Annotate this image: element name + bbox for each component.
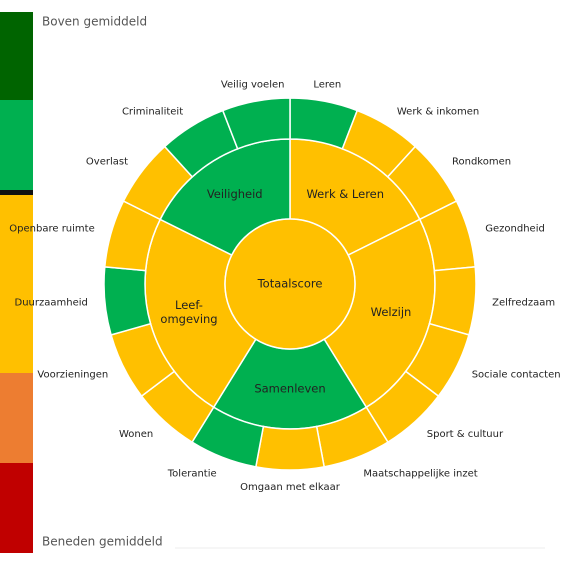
item-segment	[254, 425, 326, 471]
item-label: Tolerantie	[167, 468, 217, 479]
item-label: Leren	[313, 79, 341, 90]
item-segment	[103, 266, 152, 336]
item-label: Werk & inkomen	[397, 106, 479, 117]
group-label: Leef-	[175, 298, 203, 312]
item-label: Wonen	[119, 429, 153, 440]
legend-bottom: Beneden gemiddeld	[42, 535, 163, 549]
group-label: Samenleven	[254, 382, 325, 396]
item-label: Zelfredzaam	[492, 298, 555, 309]
center-circle	[224, 218, 356, 350]
item-label: Criminaliteit	[122, 106, 183, 117]
item-label: Gezondheid	[485, 223, 545, 234]
item-label: Duurzaamheid	[15, 298, 88, 309]
group-label: omgeving	[160, 312, 217, 326]
item-segment	[428, 266, 477, 336]
center-label: Totaalscore	[257, 277, 323, 291]
legend-swatch	[0, 12, 33, 100]
item-label: Veilig voelen	[221, 79, 285, 90]
item-segment	[221, 97, 291, 150]
legend-swatch	[0, 195, 33, 283]
item-label: Overlast	[86, 157, 128, 168]
item-label: Rondkomen	[452, 157, 511, 168]
group-label: Welzijn	[371, 305, 412, 319]
group-label: Werk & Leren	[306, 187, 384, 201]
legend-swatch	[0, 373, 33, 463]
item-label: Openbare ruimte	[9, 223, 94, 234]
item-label: Maatschappelijke inzet	[363, 468, 477, 479]
legend-swatch	[0, 463, 33, 553]
item-label: Sociale contacten	[472, 369, 561, 380]
legend-swatch	[0, 100, 33, 190]
item-label: Omgaan met elkaar	[240, 482, 341, 493]
item-label: Voorzieningen	[37, 369, 108, 380]
group-label: Veiligheid	[207, 187, 263, 201]
item-label: Sport & cultuur	[427, 429, 504, 440]
legend-top: Boven gemiddeld	[42, 15, 147, 29]
legend-swatch	[0, 283, 33, 373]
legend-separator	[0, 190, 33, 195]
